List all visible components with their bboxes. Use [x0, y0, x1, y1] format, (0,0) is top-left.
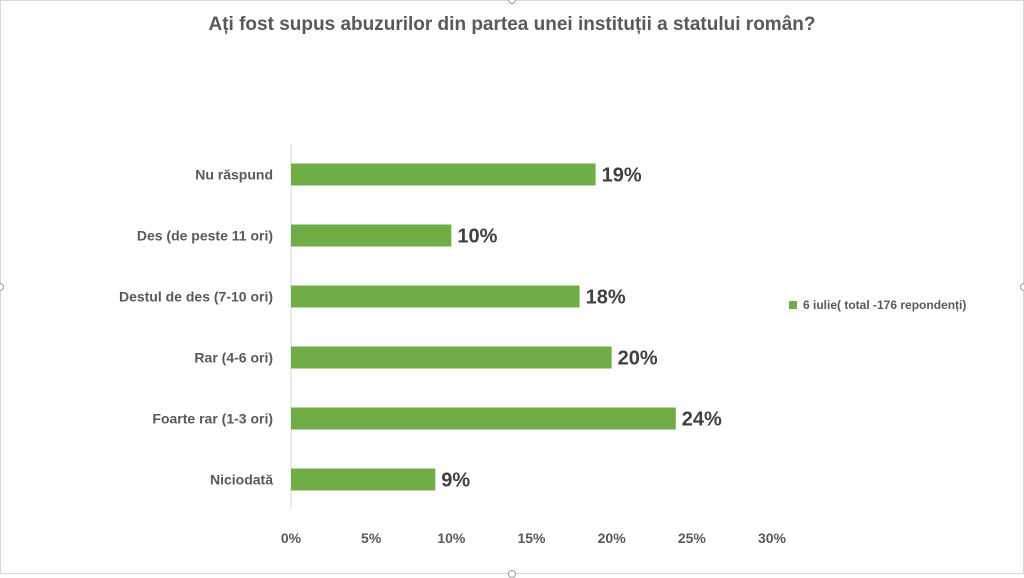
bar[interactable] — [291, 163, 596, 186]
resize-handle-right[interactable] — [1020, 283, 1024, 291]
legend-label: 6 iulie( total -176 repondenți) — [803, 298, 967, 312]
x-tick-label: 20% — [598, 530, 627, 546]
data-label: 10% — [457, 226, 497, 248]
x-tick-label: 10% — [437, 530, 466, 546]
category-label: Niciodată — [210, 472, 273, 488]
chart-title: Ați fost supus abuzurilor din partea une… — [208, 14, 816, 35]
category-label: Foarte rar (1-3 ori) — [152, 411, 273, 427]
bar[interactable] — [291, 346, 612, 369]
legend-swatch — [789, 301, 797, 309]
data-label: 19% — [602, 165, 642, 187]
x-tick-label: 5% — [361, 530, 382, 546]
x-tick-label: 15% — [517, 530, 546, 546]
category-label: Des (de peste 11 ori) — [137, 228, 273, 244]
data-label: 18% — [586, 287, 626, 309]
bar[interactable] — [291, 468, 436, 491]
bar[interactable] — [291, 224, 452, 247]
bar[interactable] — [291, 285, 580, 308]
legend: 6 iulie( total -176 repondenți) — [789, 298, 966, 312]
x-tick-label: 30% — [758, 530, 787, 546]
category-label: Rar (4-6 ori) — [194, 350, 273, 366]
x-tick-label: 0% — [281, 530, 302, 546]
x-tick-label: 25% — [678, 530, 707, 546]
data-label: 24% — [682, 409, 722, 431]
bar[interactable] — [291, 407, 676, 430]
category-label: Destul de des (7-10 ori) — [119, 289, 273, 305]
data-label: 20% — [618, 348, 658, 370]
data-label: 9% — [441, 470, 470, 492]
category-label: Nu răspund — [195, 167, 273, 183]
